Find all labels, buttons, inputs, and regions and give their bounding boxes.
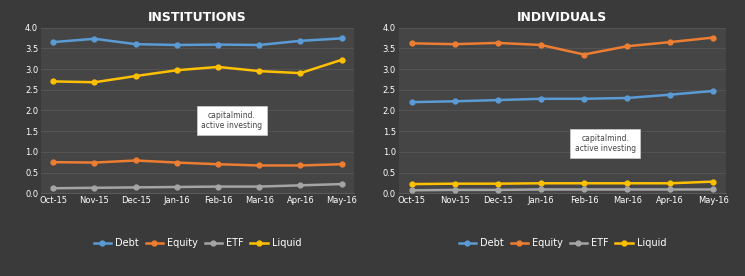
Title: INDIVIDUALS: INDIVIDUALS [517,11,608,24]
Legend: Debt, Equity, ETF, Liquid: Debt, Equity, ETF, Liquid [454,235,670,252]
Legend: Debt, Equity, ETF, Liquid: Debt, Equity, ETF, Liquid [89,235,305,252]
Title: INSTITUTIONS: INSTITUTIONS [148,11,247,24]
Text: capitalmind.
active investing: capitalmind. active investing [574,134,635,153]
Text: capitalmind.
active investing: capitalmind. active investing [201,111,262,130]
